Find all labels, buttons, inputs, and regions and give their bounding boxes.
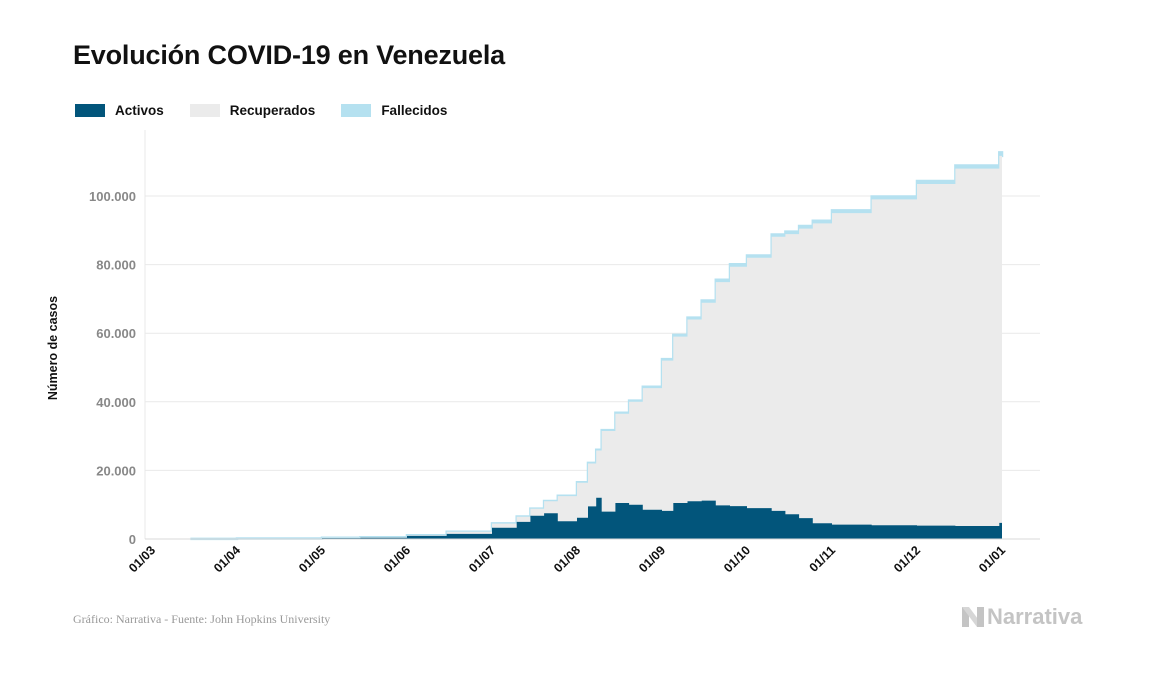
x-tick-label: 01/06 xyxy=(381,543,413,575)
x-tick-label: 01/08 xyxy=(551,543,583,575)
legend: Activos Recuperados Fallecidos xyxy=(75,103,473,118)
legend-swatch-recuperados xyxy=(189,104,220,117)
y-tick-label: 0 xyxy=(129,532,136,547)
source-note: Gráfico: Narrativa - Fuente: John Hopkin… xyxy=(73,612,331,626)
y-tick-label: 40.000 xyxy=(96,395,136,410)
area-recuperados xyxy=(190,155,1002,539)
x-tick-label: 01/12 xyxy=(891,543,923,575)
y-tick-label: 20.000 xyxy=(96,463,136,478)
series-areas xyxy=(190,151,1004,541)
logo-text: Narrativa xyxy=(987,604,1083,629)
y-tick-label: 60.000 xyxy=(96,326,136,341)
legend-swatch-activos xyxy=(75,104,105,117)
narrativa-logo: Narrativa xyxy=(962,604,1082,630)
legend-label-fallecidos: Fallecidos xyxy=(381,103,448,118)
x-tick-label: 01/09 xyxy=(636,543,668,575)
legend-item-recuperados: Recuperados xyxy=(189,103,316,118)
x-tick-label: 01/11 xyxy=(807,543,839,575)
y-tick-labels: 0 20.000 40.000 60.000 80.000 100.000 xyxy=(89,189,136,547)
x-tick-label: 01/05 xyxy=(296,543,328,575)
y-tick-label: 100.000 xyxy=(89,189,136,204)
area-activos xyxy=(190,497,1002,539)
x-tick-label: 01/04 xyxy=(211,543,243,575)
x-tick-label: 01/01 xyxy=(976,543,1008,575)
legend-label-recuperados: Recuperados xyxy=(229,103,316,118)
x-tick-label: 01/10 xyxy=(721,543,753,575)
x-tick-labels: 01/03 01/04 01/05 01/06 01/07 01/08 01/09 01/10… xyxy=(126,543,1008,575)
chart-title: Evolución COVID-19 en Venezuela xyxy=(73,40,505,70)
legend-swatch-fallecidos xyxy=(341,104,372,117)
x-tick-label: 01/03 xyxy=(126,543,158,575)
legend-item-fallecidos: Fallecidos xyxy=(341,103,447,118)
legend-item-activos: Activos xyxy=(75,103,164,118)
y-tick-label: 80.000 xyxy=(96,258,136,273)
x-tick-label: 01/07 xyxy=(466,543,498,575)
narrativa-logo-icon xyxy=(962,607,984,627)
legend-label-activos: Activos xyxy=(115,103,164,118)
